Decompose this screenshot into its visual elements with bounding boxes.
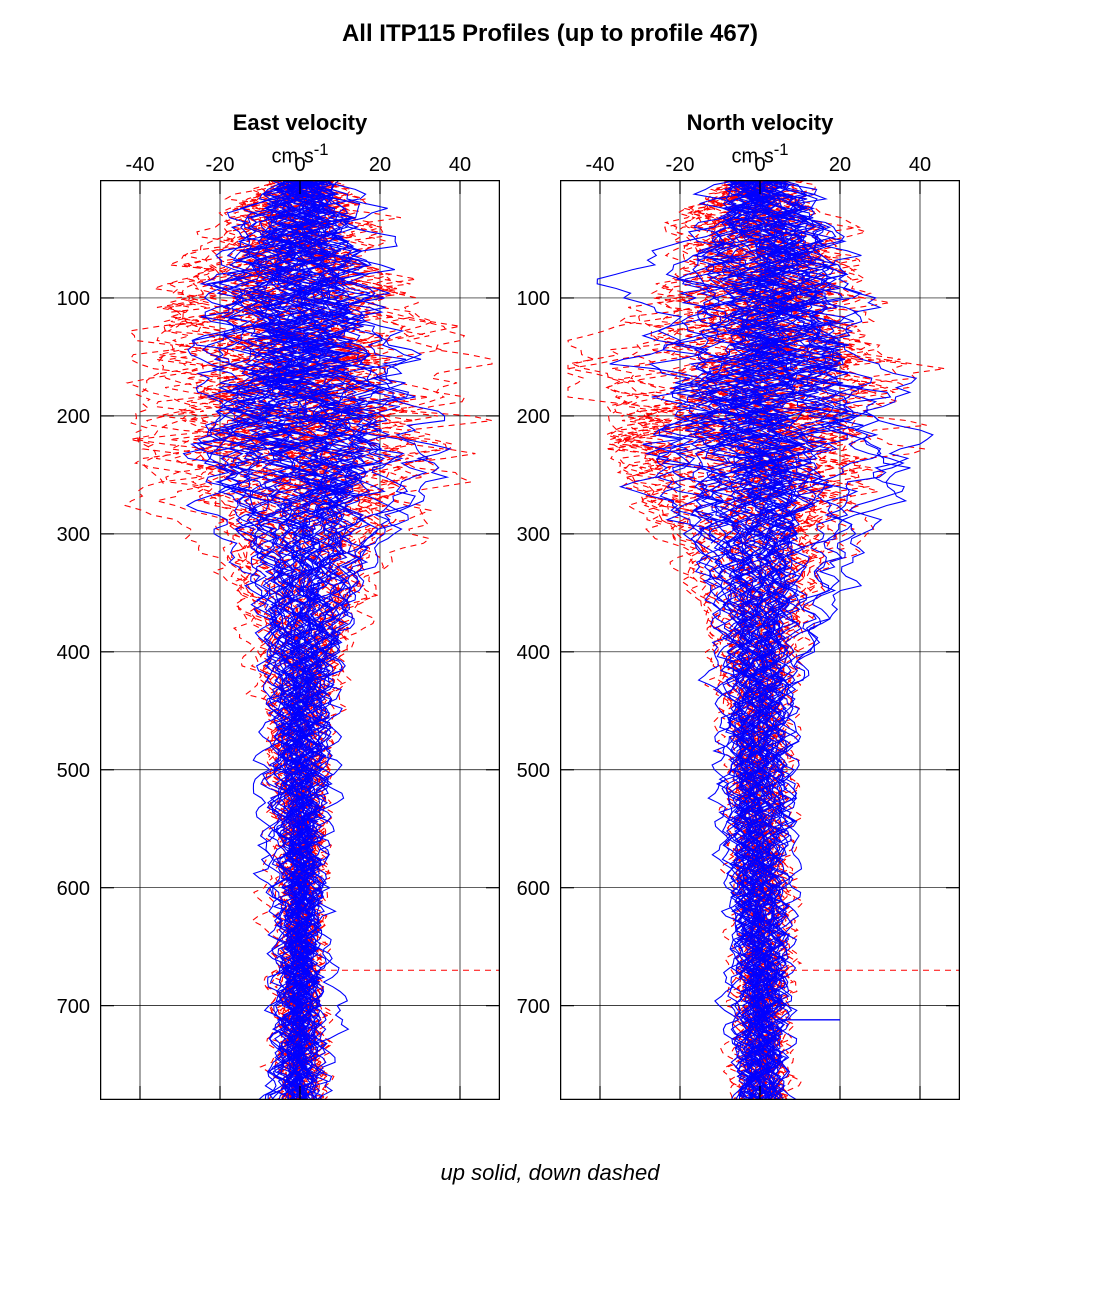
- chart-east: [100, 180, 500, 1100]
- main-title: All ITP115 Profiles (up to profile 467): [0, 20, 1100, 48]
- panel-title-north: North velocity: [560, 110, 960, 136]
- panel-north: North velocity cm s-1 -40-20020401002003…: [560, 180, 960, 1100]
- panel-title-east: East velocity: [100, 110, 500, 136]
- chart-north: [560, 180, 960, 1100]
- caption: up solid, down dashed: [0, 1160, 1100, 1186]
- panel-east: East velocity cm s-1 -40-200204010020030…: [100, 180, 500, 1100]
- figure: All ITP115 Profiles (up to profile 467) …: [0, 0, 1100, 1300]
